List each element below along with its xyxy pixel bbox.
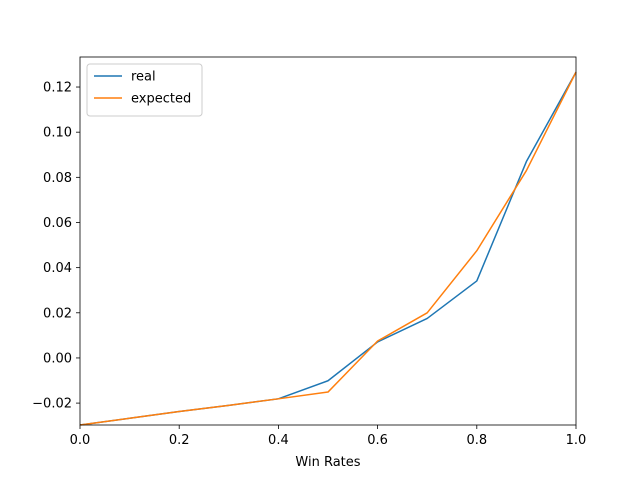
- y-tick-label: 0.08: [43, 171, 72, 186]
- legend: real expected: [86, 63, 203, 117]
- x-tick-label: 0.8: [466, 433, 487, 448]
- y-tick-label: 0.02: [43, 306, 72, 321]
- series-line-expected: [79, 71, 577, 426]
- series-lines: [79, 71, 577, 426]
- plot-frame: [79, 56, 577, 426]
- x-axis-ticks: 0.0 0.2 0.4 0.6 0.8 1.0: [70, 425, 587, 448]
- x-axis-title: Win Rates: [295, 455, 360, 470]
- y-tick-label: 0.12: [43, 81, 72, 96]
- y-tick-label: −0.02: [32, 397, 72, 412]
- x-tick-label: 1.0: [566, 433, 587, 448]
- y-tick-label: 0.00: [43, 351, 72, 366]
- x-tick-label: 0.6: [367, 433, 388, 448]
- y-tick-label: 0.06: [43, 216, 72, 231]
- x-tick-label: 0.0: [70, 433, 91, 448]
- legend-box: [86, 63, 203, 117]
- x-tick-label: 0.2: [169, 433, 190, 448]
- y-tick-label: 0.10: [43, 126, 72, 141]
- legend-label-real: real: [131, 70, 156, 85]
- y-axis-ticks: −0.02 0.00 0.02 0.04 0.06 0.08 0.10 0.12: [32, 81, 80, 412]
- legend-label-expected: expected: [131, 92, 191, 107]
- y-tick-label: 0.04: [43, 261, 72, 276]
- x-tick-label: 0.4: [268, 433, 289, 448]
